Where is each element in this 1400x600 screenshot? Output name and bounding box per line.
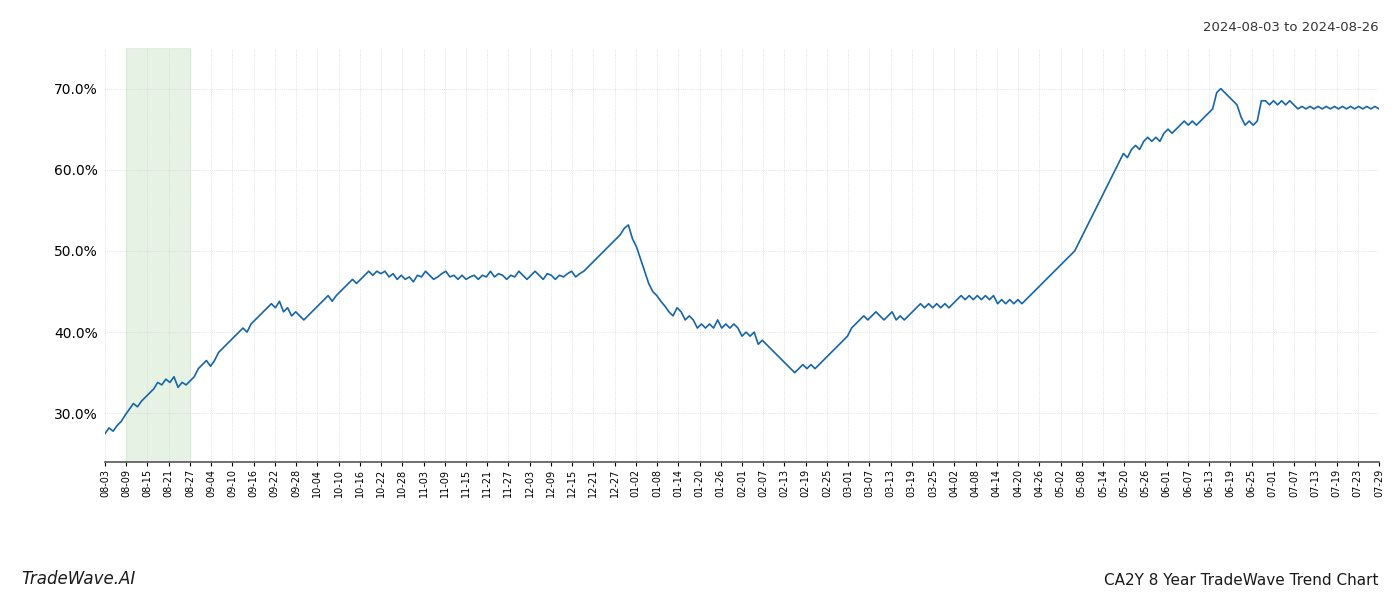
Text: CA2Y 8 Year TradeWave Trend Chart: CA2Y 8 Year TradeWave Trend Chart — [1105, 573, 1379, 588]
Text: TradeWave.AI: TradeWave.AI — [21, 570, 136, 588]
Text: 2024-08-03 to 2024-08-26: 2024-08-03 to 2024-08-26 — [1204, 21, 1379, 34]
Bar — [126, 48, 190, 462]
